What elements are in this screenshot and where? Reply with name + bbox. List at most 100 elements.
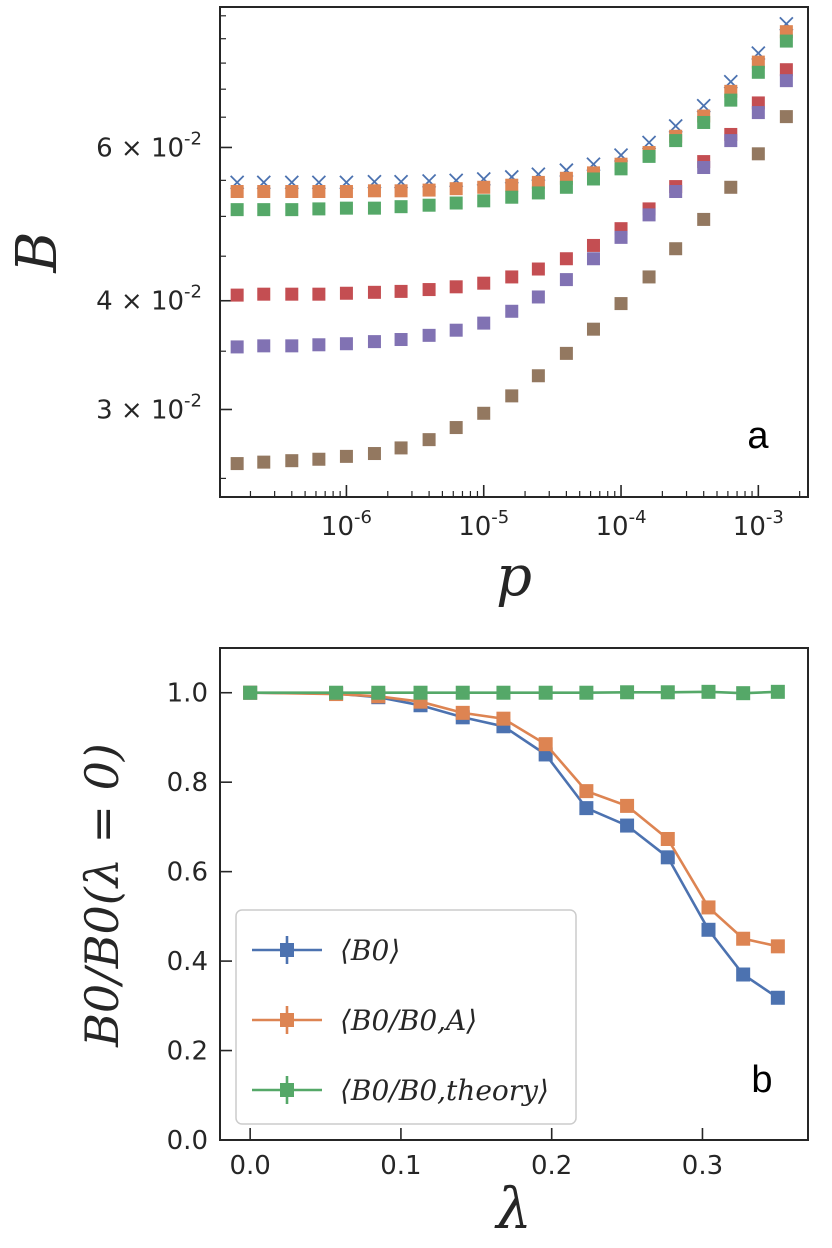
panel-a-square-marker bbox=[422, 283, 436, 297]
panel-a-square-marker bbox=[394, 184, 408, 198]
panel-b-letter: b bbox=[751, 1059, 772, 1101]
panel-a-square-marker bbox=[285, 287, 299, 301]
legend-frame bbox=[235, 909, 577, 1125]
panel-a-square-marker bbox=[614, 230, 628, 244]
panel-a-square-marker bbox=[312, 452, 326, 466]
panel-a-square-marker bbox=[697, 212, 711, 226]
panel-b-point bbox=[371, 685, 386, 700]
panel-b-point bbox=[770, 684, 785, 699]
panel-a-square-marker bbox=[449, 421, 463, 435]
panel-a-square-marker bbox=[586, 172, 600, 186]
panel-a-square-marker bbox=[230, 288, 244, 302]
panel-a-square-marker bbox=[477, 180, 491, 194]
panel-b-point bbox=[538, 685, 553, 700]
panel-a-square-marker bbox=[642, 270, 656, 284]
panel-a-square-marker bbox=[449, 323, 463, 337]
panel-a-square-marker bbox=[285, 203, 299, 217]
panel-b-point bbox=[413, 685, 428, 700]
panel-a-square-marker bbox=[642, 208, 656, 222]
panel-a-ticks: 10-6 10-5 10-4 10-3 3 × 10-2 4 × 10-2 6 × 10-2 bbox=[96, 15, 801, 542]
panel-b-y-tick-label: 0.0 bbox=[167, 1126, 208, 1156]
panel-b-point bbox=[455, 705, 470, 720]
panel-a-square-marker bbox=[367, 184, 381, 198]
panel-a-square-marker bbox=[531, 369, 545, 383]
panel-a-x-tick-label: 10-4 bbox=[596, 507, 647, 542]
panel-a-square-marker bbox=[394, 333, 408, 347]
panel-b-point bbox=[660, 850, 675, 865]
panel-a-series-5 bbox=[230, 110, 793, 471]
panel-a-square-marker bbox=[751, 55, 765, 69]
legend-entries: ⟨B0⟩ ⟨B0/B0,A⟩ ⟨B0/B0,theory⟩ bbox=[252, 934, 549, 1107]
panel-a-square-marker bbox=[312, 202, 326, 216]
panel-b-x-tick-label: 0.3 bbox=[682, 1151, 723, 1181]
panel-a-square-marker bbox=[367, 335, 381, 349]
panel-a-square-marker bbox=[257, 455, 271, 469]
panel-b-x-tick-label: 0.0 bbox=[229, 1151, 270, 1181]
panel-b-point bbox=[660, 685, 675, 700]
panel-a-square-marker bbox=[339, 337, 353, 351]
panel-b-x-axis-label: λ bbox=[494, 1177, 532, 1242]
panel-a-square-marker bbox=[779, 34, 793, 48]
panel-b-point bbox=[496, 685, 511, 700]
panel-a-square-marker bbox=[559, 180, 573, 194]
panel-a-square-marker bbox=[257, 185, 271, 199]
panel-a-square-marker bbox=[257, 287, 271, 301]
legend-entry: ⟨B0/B0,theory⟩ bbox=[252, 1074, 549, 1107]
panel-b-x-tick-label: 0.2 bbox=[531, 1151, 572, 1181]
panel-b-y-tick-label: 0.2 bbox=[167, 1037, 208, 1067]
panel-b-point bbox=[660, 831, 675, 846]
panel-b-point bbox=[496, 711, 511, 726]
panel-a-square-marker bbox=[779, 74, 793, 88]
legend-marker bbox=[280, 943, 294, 957]
panel-a-square-marker bbox=[230, 203, 244, 217]
panel-a-square-marker bbox=[669, 242, 683, 256]
panel-a: 10-6 10-5 10-4 10-3 3 × 10-2 4 × 10-2 6 × 10-2… bbox=[5, 6, 809, 609]
panel-a-square-marker bbox=[449, 182, 463, 196]
panel-a-square-marker bbox=[751, 106, 765, 120]
panel-a-square-marker bbox=[559, 346, 573, 360]
panel-a-square-marker bbox=[669, 134, 683, 148]
panel-b-y-axis-label: B0/B0(λ = 0) bbox=[75, 743, 129, 1048]
panel-a-square-marker bbox=[586, 252, 600, 266]
panel-b-point bbox=[701, 900, 716, 915]
panel-a-square-marker bbox=[724, 93, 738, 107]
panel-a-square-marker bbox=[422, 433, 436, 447]
panel-a-series-4 bbox=[230, 74, 793, 354]
panel-a-x-axis-label: p bbox=[496, 544, 532, 609]
panel-b-ticks: 0.0 0.1 0.2 0.3 0.0 0.2 0.4 0.6 0.8 1.0 bbox=[167, 679, 724, 1181]
panel-a-square-marker bbox=[285, 454, 299, 468]
panel-a-y-axis-label: B bbox=[5, 231, 70, 273]
panel-a-y-tick-label: 4 × 10-2 bbox=[96, 282, 202, 317]
legend-entry: ⟨B0⟩ bbox=[252, 934, 400, 967]
panel-b-point bbox=[579, 784, 594, 799]
panel-b-y-tick-label: 0.4 bbox=[167, 947, 208, 977]
panel-a-square-marker bbox=[422, 328, 436, 342]
panel-a-square-marker bbox=[505, 304, 519, 318]
panel-a-square-marker bbox=[505, 270, 519, 284]
panel-a-square-marker bbox=[422, 183, 436, 197]
panel-b-point bbox=[736, 931, 751, 946]
panel-a-square-marker bbox=[394, 441, 408, 455]
panel-a-square-marker bbox=[505, 389, 519, 403]
panel-a-square-marker bbox=[724, 134, 738, 148]
panel-a-square-marker bbox=[339, 201, 353, 215]
panel-a-square-marker bbox=[559, 273, 573, 287]
panel-a-square-marker bbox=[505, 178, 519, 192]
panel-b-frame bbox=[219, 647, 809, 1141]
panel-a-square-marker bbox=[230, 185, 244, 199]
panel-a-letter: a bbox=[747, 415, 769, 457]
panel-b-point bbox=[736, 686, 751, 701]
panel-a-square-marker bbox=[422, 198, 436, 212]
panel-a-square-marker bbox=[367, 285, 381, 299]
panel-a-square-marker bbox=[477, 406, 491, 420]
panel-a-square-marker bbox=[312, 185, 326, 199]
panel-a-x-tick-label: 10-5 bbox=[458, 507, 509, 542]
panel-a-square-marker bbox=[367, 447, 381, 461]
panel-a-square-marker bbox=[531, 175, 545, 189]
panel-b-point bbox=[538, 737, 553, 752]
panel-a-square-marker bbox=[724, 180, 738, 194]
panel-a-square-marker bbox=[586, 238, 600, 252]
panel-a-square-marker bbox=[230, 340, 244, 354]
panel-a-square-marker bbox=[312, 287, 326, 301]
